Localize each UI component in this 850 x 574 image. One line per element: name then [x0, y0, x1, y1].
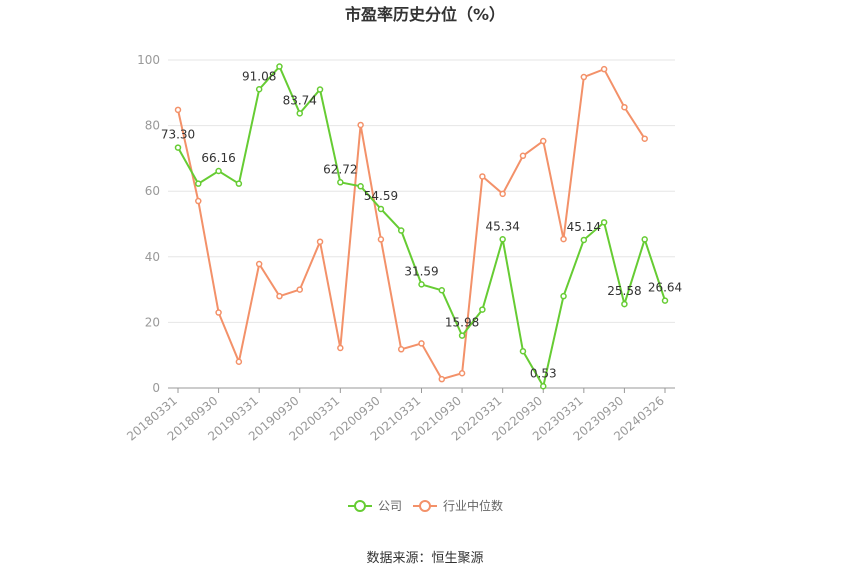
data-label: 25.58	[607, 284, 641, 298]
data-point[interactable]	[235, 180, 243, 187]
legend-company-label: 公司	[378, 499, 402, 513]
data-point[interactable]	[580, 73, 588, 81]
data-label: 45.14	[567, 220, 601, 234]
data-point[interactable]	[235, 358, 243, 366]
y-tick-label: 20	[145, 315, 160, 329]
data-point[interactable]	[397, 227, 405, 234]
data-point[interactable]	[600, 219, 608, 226]
data-point[interactable]	[357, 183, 364, 190]
data-point[interactable]	[540, 137, 547, 145]
data-point[interactable]	[499, 236, 506, 243]
grid-lines	[168, 59, 675, 323]
data-source: 数据来源：恒生聚源	[366, 551, 483, 566]
data-point[interactable]	[458, 369, 466, 377]
data-label: 45.34	[485, 219, 519, 233]
chart-title: 市盈率历史分位（%）	[345, 5, 505, 24]
y-tick-label: 100	[137, 53, 160, 67]
data-point[interactable]	[255, 86, 263, 93]
data-point[interactable]	[580, 236, 588, 244]
data-point[interactable]	[337, 344, 344, 352]
data-point[interactable]	[479, 306, 486, 313]
y-tick-label: 40	[145, 250, 160, 264]
data-label: 31.59	[404, 264, 438, 278]
legend-industry-label: 行业中位数	[443, 498, 503, 513]
data-point[interactable]	[519, 152, 527, 160]
data-point[interactable]	[621, 300, 628, 308]
data-point[interactable]	[377, 236, 385, 243]
legend-company-marker-icon	[354, 500, 366, 512]
data-point[interactable]	[519, 348, 527, 355]
data-label: 0.53	[530, 366, 557, 380]
data-label: 66.16	[201, 151, 235, 165]
series-line-1	[177, 67, 646, 381]
legend[interactable]: 公司 行业中位数	[348, 498, 503, 513]
data-point[interactable]	[418, 340, 425, 347]
data-point[interactable]	[438, 375, 446, 383]
data-point[interactable]	[276, 63, 283, 70]
data-point[interactable]	[560, 235, 567, 243]
x-axis-ticks: 2018033120180930201903312019093020200331…	[124, 388, 667, 444]
data-label: 54.59	[364, 189, 398, 203]
data-label: 73.30	[161, 128, 195, 142]
data-point[interactable]	[296, 110, 303, 117]
series-layer	[174, 63, 669, 390]
data-point[interactable]	[621, 103, 628, 111]
data-point[interactable]	[316, 86, 324, 93]
data-point[interactable]	[499, 190, 506, 198]
y-tick-label: 60	[145, 184, 160, 198]
data-point[interactable]	[255, 260, 263, 268]
data-point[interactable]	[357, 121, 364, 129]
legend-item-industry-median[interactable]: 行业中位数	[413, 498, 503, 513]
data-point[interactable]	[479, 173, 486, 180]
data-point[interactable]	[377, 205, 385, 213]
data-point[interactable]	[337, 179, 344, 186]
data-point[interactable]	[215, 309, 222, 316]
data-point[interactable]	[560, 292, 567, 300]
data-point[interactable]	[276, 292, 283, 300]
data-point[interactable]	[296, 286, 303, 293]
data-point[interactable]	[316, 238, 324, 245]
data-point[interactable]	[661, 297, 669, 304]
data-point[interactable]	[438, 287, 446, 294]
data-point[interactable]	[195, 197, 202, 205]
data-point[interactable]	[215, 167, 222, 175]
data-label: 62.72	[323, 162, 357, 176]
data-label: 15.98	[445, 316, 479, 330]
data-point[interactable]	[418, 281, 425, 288]
data-point[interactable]	[540, 383, 547, 390]
data-label: 26.64	[648, 281, 682, 295]
y-tick-label: 0	[152, 381, 160, 395]
y-tick-label: 80	[145, 119, 160, 133]
data-label: 91.08	[242, 69, 276, 83]
data-point[interactable]	[600, 65, 608, 73]
data-point[interactable]	[195, 180, 202, 187]
y-axis-ticks: 0 20 40 60 80 100	[137, 53, 160, 395]
data-point[interactable]	[174, 144, 182, 151]
data-point[interactable]	[174, 106, 182, 114]
data-point[interactable]	[641, 236, 648, 243]
legend-item-company[interactable]: 公司	[348, 499, 402, 513]
data-point[interactable]	[458, 332, 466, 339]
legend-industry-marker-icon	[419, 500, 431, 512]
data-point[interactable]	[641, 135, 648, 142]
data-label: 83.74	[283, 93, 317, 107]
data-point[interactable]	[397, 346, 405, 353]
data-labels: 73.30 66.16 91.08 83.74 62.72 54.59 31.59 15.98…	[161, 69, 682, 380]
